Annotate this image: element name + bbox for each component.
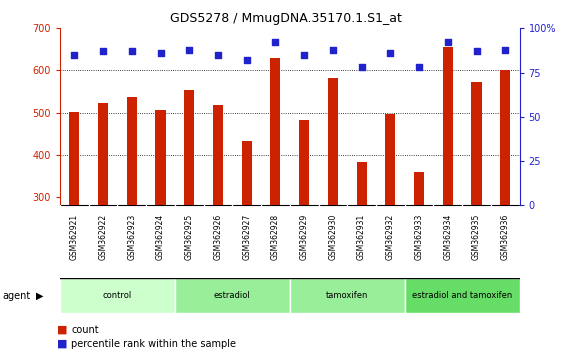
Bar — [299, 120, 309, 205]
Point — [415, 64, 424, 70]
Bar — [271, 58, 280, 205]
Point — [328, 47, 337, 52]
Bar — [405, 278, 520, 313]
Bar — [127, 97, 137, 205]
Bar — [385, 114, 395, 205]
Point — [214, 52, 223, 58]
Text: tamoxifen: tamoxifen — [326, 291, 368, 300]
Text: GSM362922: GSM362922 — [99, 214, 107, 260]
Text: GSM362921: GSM362921 — [70, 214, 79, 260]
Text: GSM362931: GSM362931 — [357, 214, 366, 260]
Bar — [443, 47, 453, 205]
Bar — [60, 278, 175, 313]
Point — [242, 57, 251, 63]
Point — [501, 47, 510, 52]
Text: control: control — [103, 291, 132, 300]
Text: ■: ■ — [57, 339, 67, 349]
Point — [127, 48, 136, 54]
Text: GSM362929: GSM362929 — [300, 214, 309, 260]
Point — [98, 48, 107, 54]
Point — [184, 47, 194, 52]
Bar — [414, 172, 424, 205]
Text: GSM362923: GSM362923 — [127, 214, 136, 260]
Text: GSM362936: GSM362936 — [501, 214, 510, 261]
Text: estradiol and tamoxifen: estradiol and tamoxifen — [412, 291, 512, 300]
Text: GSM362932: GSM362932 — [386, 214, 395, 260]
Text: ▶: ▶ — [36, 291, 43, 301]
Bar — [213, 105, 223, 205]
Text: GSM362925: GSM362925 — [185, 214, 194, 260]
Text: GSM362928: GSM362928 — [271, 214, 280, 260]
Text: GSM362930: GSM362930 — [328, 214, 337, 261]
Text: ■: ■ — [57, 325, 67, 335]
Bar — [155, 110, 166, 205]
Bar — [290, 278, 405, 313]
Point — [386, 50, 395, 56]
Text: GSM362935: GSM362935 — [472, 214, 481, 261]
Bar — [472, 82, 481, 205]
Text: GDS5278 / MmugDNA.35170.1.S1_at: GDS5278 / MmugDNA.35170.1.S1_at — [170, 12, 401, 25]
Text: count: count — [71, 325, 99, 335]
Bar — [184, 90, 194, 205]
Text: GSM362926: GSM362926 — [214, 214, 223, 260]
Text: estradiol: estradiol — [214, 291, 251, 300]
Bar — [500, 70, 510, 205]
Text: GSM362924: GSM362924 — [156, 214, 165, 260]
Bar — [98, 103, 108, 205]
Bar — [328, 78, 338, 205]
Text: GSM362933: GSM362933 — [415, 214, 424, 261]
Bar — [69, 112, 79, 205]
Point — [472, 48, 481, 54]
Text: agent: agent — [3, 291, 31, 301]
Text: percentile rank within the sample: percentile rank within the sample — [71, 339, 236, 349]
Bar — [175, 278, 290, 313]
Point — [357, 64, 366, 70]
Point — [271, 40, 280, 45]
Bar — [242, 141, 252, 205]
Point — [443, 40, 452, 45]
Bar — [356, 162, 367, 205]
Text: GSM362934: GSM362934 — [443, 214, 452, 261]
Point — [300, 52, 309, 58]
Point — [70, 52, 79, 58]
Text: GSM362927: GSM362927 — [242, 214, 251, 260]
Point — [156, 50, 165, 56]
